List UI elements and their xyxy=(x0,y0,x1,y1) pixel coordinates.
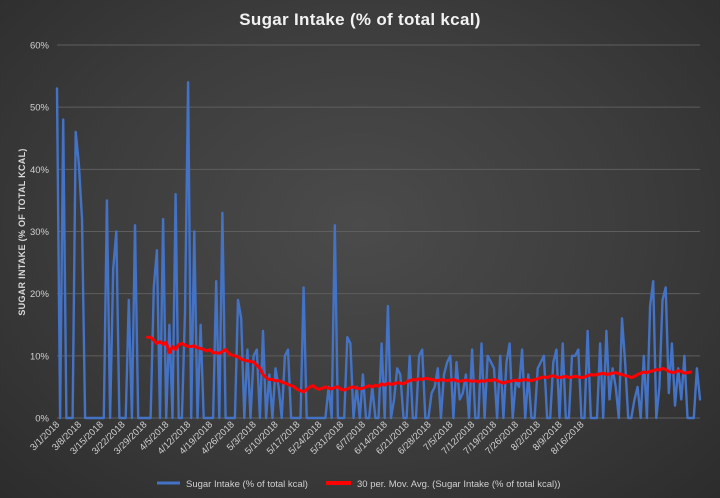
series-line-sugar-intake xyxy=(55,81,702,420)
y-tick-label: 30% xyxy=(30,227,50,238)
y-tick-label: 0% xyxy=(35,414,49,425)
y-tick-label: 50% xyxy=(30,103,50,114)
legend-label-moving-average: 30 per. Mov. Avg. (Sugar Intake (% of to… xyxy=(357,479,560,490)
series-line-moving-average xyxy=(146,335,693,394)
chart-title: Sugar Intake (% of total kcal) xyxy=(239,10,481,29)
gridlines xyxy=(57,44,700,419)
y-tick-label: 40% xyxy=(30,165,50,176)
legend: Sugar Intake (% of total kcal) 30 per. M… xyxy=(157,479,560,490)
x-tick-labels: 3/1/20183/8/20183/15/20183/22/20183/29/2… xyxy=(28,419,586,457)
y-tick-label: 20% xyxy=(30,289,50,300)
y-tick-labels: 0% 10% 20% 30% 40% 50% 60% xyxy=(30,41,50,425)
y-axis-label: SUGAR INTAKE (% OF TOTAL KCAL) xyxy=(17,148,27,315)
y-tick-label: 10% xyxy=(30,351,50,362)
y-tick-label: 60% xyxy=(30,41,50,52)
series-group xyxy=(55,81,702,420)
legend-label-sugar-intake: Sugar Intake (% of total kcal) xyxy=(186,479,308,490)
